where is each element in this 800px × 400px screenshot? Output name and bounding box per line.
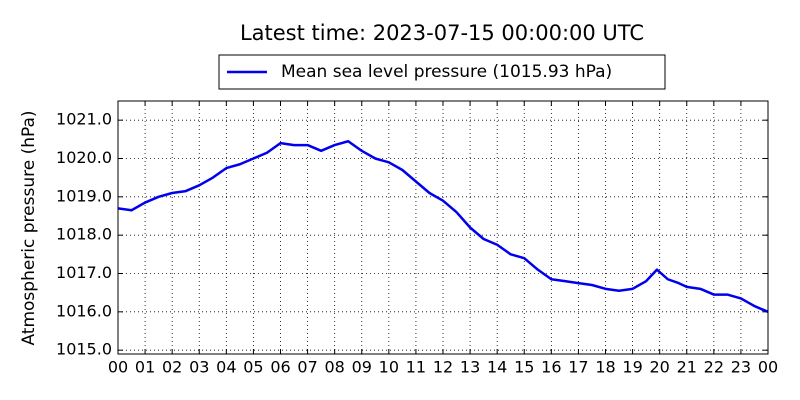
x-tick-label: 20 (649, 358, 669, 377)
plot-frame (117, 100, 769, 355)
y-tick-label: 1019.0 (56, 186, 112, 205)
legend-label: Mean sea level pressure (1015.93 hPa) (281, 62, 612, 82)
y-tick-label: 1015.0 (56, 340, 112, 359)
x-tick-label: 16 (541, 358, 561, 377)
x-tick-label: 14 (487, 358, 507, 377)
x-tick-label: 04 (216, 358, 236, 377)
y-tick-label: 1021.0 (56, 110, 112, 129)
legend-box (218, 54, 666, 90)
x-tick-label: 17 (568, 358, 588, 377)
x-tick-label: 23 (731, 358, 751, 377)
x-tick-label: 21 (677, 358, 697, 377)
x-tick-label: 07 (297, 358, 317, 377)
x-tick-label: 18 (595, 358, 615, 377)
x-tick-label: 08 (324, 358, 344, 377)
x-tick-label: 19 (622, 358, 642, 377)
x-tick-label: 10 (379, 358, 399, 377)
y-tick-label: 1016.0 (56, 301, 112, 320)
x-tick-label: 02 (162, 358, 182, 377)
y-tick-label: 1018.0 (56, 225, 112, 244)
chart-title: Latest time: 2023-07-15 00:00:00 UTC (240, 21, 644, 45)
x-tick-label: 15 (514, 358, 534, 377)
x-tick-label: 00 (758, 358, 778, 377)
x-tick-label: 22 (704, 358, 724, 377)
x-tick-label: 01 (135, 358, 155, 377)
y-tick-label: 1017.0 (56, 263, 112, 282)
y-tick-label: 1020.0 (56, 148, 112, 167)
x-tick-label: 09 (352, 358, 372, 377)
x-tick-label: 03 (189, 358, 209, 377)
x-tick-label: 05 (243, 358, 263, 377)
y-axis-label: Atmospheric pressure (hPa) (19, 110, 39, 345)
data-line (117, 140, 769, 313)
x-tick-label: 06 (270, 358, 290, 377)
x-tick-label: 00 (108, 358, 128, 377)
x-tick-label: 11 (406, 358, 426, 377)
x-tick-label: 13 (460, 358, 480, 377)
x-tick-label: 12 (433, 358, 453, 377)
